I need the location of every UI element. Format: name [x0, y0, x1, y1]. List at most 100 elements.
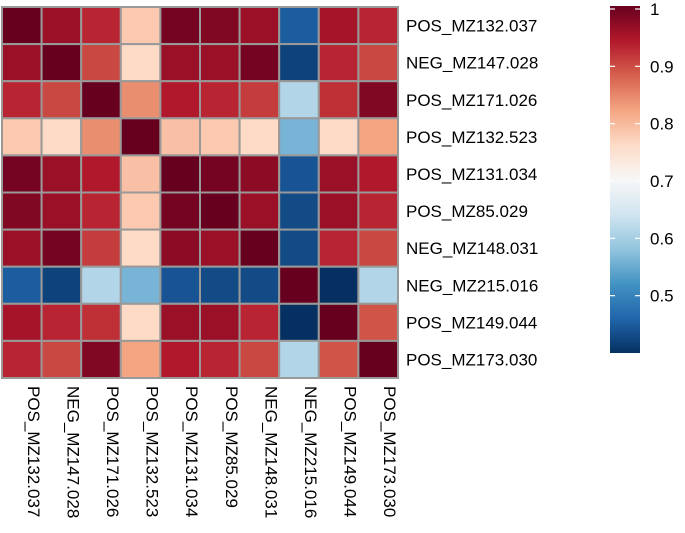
legend-tick-label: 0.8	[650, 115, 674, 134]
heatmap-cell	[357, 43, 399, 83]
heatmap-cell	[119, 339, 162, 379]
heatmap-cell	[317, 80, 360, 120]
heatmap-cell	[199, 265, 241, 305]
heatmap-cell	[357, 302, 399, 342]
heatmap-cell	[80, 43, 122, 83]
heatmap-cell	[40, 191, 83, 231]
heatmap-cell	[278, 191, 320, 231]
column-label: POS_MZ173.030	[380, 386, 399, 517]
heatmap-cell	[1, 80, 43, 120]
column-label: POS_MZ132.037	[24, 386, 43, 517]
heatmap-cell	[80, 6, 122, 46]
heatmap-cell	[199, 228, 241, 268]
heatmap-cell	[119, 6, 162, 46]
heatmap-cell	[317, 154, 360, 194]
legend-color-bar	[610, 6, 640, 353]
heatmap-cell	[40, 43, 83, 83]
heatmap-cell	[1, 6, 43, 46]
heatmap-cell	[238, 191, 281, 231]
heatmap-cell	[159, 43, 201, 83]
row-label: POS_MZ131.034	[406, 165, 537, 184]
heatmap-cell	[199, 43, 241, 83]
column-label: POS_MZ131.034	[182, 386, 201, 517]
column-label: NEG_MZ148.031	[261, 386, 280, 518]
heatmap-cell	[40, 80, 83, 120]
heatmap-cell	[80, 117, 122, 157]
heatmap-cell	[159, 191, 201, 231]
heatmap-cell	[317, 302, 360, 342]
heatmap-cell	[80, 302, 122, 342]
heatmap-cell	[357, 339, 399, 379]
heatmap-cell	[119, 191, 162, 231]
heatmap-cell	[199, 191, 241, 231]
heatmap-cell	[119, 265, 162, 305]
heatmap-cell	[317, 43, 360, 83]
heatmap-cell	[40, 265, 83, 305]
column-label: POS_MZ171.026	[103, 386, 122, 517]
heatmap-cell	[159, 339, 201, 379]
heatmap-cell	[199, 6, 241, 46]
column-label: NEG_MZ147.028	[63, 386, 82, 518]
row-label: POS_MZ149.044	[406, 313, 537, 332]
column-label: POS_MZ149.044	[341, 386, 360, 517]
heatmap-cell	[40, 154, 83, 194]
heatmap-cell	[357, 6, 399, 46]
heatmap-cell	[159, 80, 201, 120]
heatmap-cell	[238, 154, 281, 194]
heatmap-cell	[317, 6, 360, 46]
heatmap-cell	[80, 339, 122, 379]
heatmap-cell	[238, 6, 281, 46]
color-legend: 1 0.9 0.8 0.7 0.6 0.5	[610, 0, 674, 353]
heatmap-cell	[317, 117, 360, 157]
heatmap-cell	[159, 302, 201, 342]
heatmap-cell	[80, 265, 122, 305]
column-label: POS_MZ132.523	[143, 386, 162, 517]
heatmap-cell	[159, 117, 201, 157]
heatmap-cell	[317, 265, 360, 305]
row-label: POS_MZ132.037	[406, 17, 537, 36]
heatmap-cell	[278, 43, 320, 83]
heatmap-cell	[238, 80, 281, 120]
heatmap-cell	[199, 302, 241, 342]
heatmap-cell	[40, 339, 83, 379]
heatmap-cell	[119, 154, 162, 194]
heatmap-cell	[80, 191, 122, 231]
heatmap-cell	[199, 80, 241, 120]
heatmap-cell	[278, 302, 320, 342]
heatmap-cell	[80, 154, 122, 194]
column-label: POS_MZ85.029	[222, 386, 241, 508]
heatmap-cell	[278, 80, 320, 120]
heatmap-cell	[159, 265, 201, 305]
heatmap-cell	[80, 228, 122, 268]
heatmap-cell	[278, 6, 320, 46]
heatmap-cell	[278, 117, 320, 157]
heatmap-cells	[1, 6, 399, 379]
heatmap-cell	[238, 265, 281, 305]
row-label: NEG_MZ148.031	[406, 239, 538, 258]
heatmap-cell	[238, 43, 281, 83]
column-labels: POS_MZ132.037 NEG_MZ147.028 POS_MZ171.026 P…	[24, 386, 399, 518]
heatmap-cell	[317, 191, 360, 231]
heatmap-cell	[278, 265, 320, 305]
row-label: POS_MZ132.523	[406, 128, 537, 147]
heatmap-cell	[159, 6, 201, 46]
heatmap-cell	[357, 265, 399, 305]
heatmap-cell	[278, 228, 320, 268]
heatmap-cell	[199, 117, 241, 157]
row-label: POS_MZ85.029	[406, 202, 528, 221]
heatmap-cell	[119, 43, 162, 83]
heatmap-cell	[357, 154, 399, 194]
row-label: NEG_MZ147.028	[406, 54, 538, 73]
heatmap-cell	[317, 228, 360, 268]
heatmap-cell	[238, 228, 281, 268]
heatmap-cell	[119, 228, 162, 268]
row-labels: POS_MZ132.037 NEG_MZ147.028 POS_MZ171.026 P…	[406, 17, 538, 370]
heatmap-cell	[119, 302, 162, 342]
heatmap-cell	[40, 6, 83, 46]
legend-tick-label: 0.9	[650, 57, 674, 76]
heatmap-cell	[1, 154, 43, 194]
heatmap-cell	[199, 154, 241, 194]
legend-tick-label: 0.5	[650, 287, 674, 306]
heatmap-cell	[357, 117, 399, 157]
